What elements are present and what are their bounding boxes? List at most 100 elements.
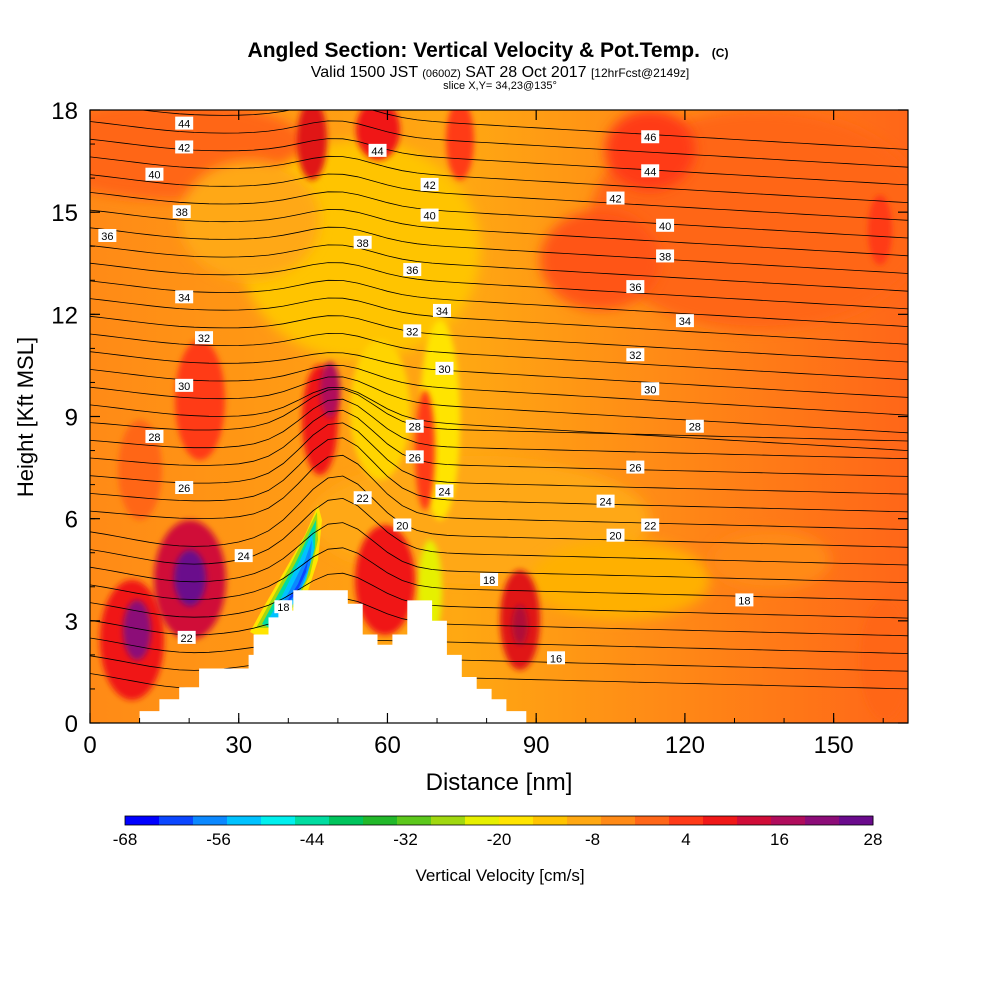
contour-label-text: 22	[181, 633, 193, 645]
contour-label-text: 28	[148, 432, 160, 444]
colorbar-tick-label: -68	[113, 830, 138, 849]
velocity-shade-4	[540, 210, 660, 310]
theta-contour-line	[90, 297, 908, 345]
y-tick-label: 12	[51, 302, 78, 329]
contour-label-text: 44	[371, 146, 383, 158]
contour-label-text: 38	[357, 238, 369, 250]
contour-label-text: 22	[644, 520, 656, 532]
contour-label: 22	[177, 630, 196, 645]
y-tick-label: 0	[65, 711, 78, 738]
contour-label-text: 32	[406, 326, 418, 338]
contour-label: 18	[735, 593, 754, 607]
contour-label: 28	[685, 419, 704, 434]
velocity-shade-3	[868, 195, 892, 265]
theta-contours	[90, 110, 908, 690]
x-tick-label: 60	[374, 732, 401, 759]
contour-label-text: 18	[738, 595, 750, 607]
x-axis-label: Distance [nm]	[426, 769, 573, 796]
theta-contour-line	[90, 120, 908, 168]
colorbar-swatch	[567, 816, 602, 825]
theta-contour-line	[90, 409, 908, 477]
theta-contour-line	[90, 475, 908, 548]
theta-contour-line	[90, 422, 908, 495]
title-unit: (C)	[712, 46, 729, 60]
colorbar-swatch	[159, 816, 194, 825]
contour-label-text: 24	[238, 551, 250, 563]
contour-label-text: 30	[644, 384, 656, 396]
contour-label: 34	[175, 290, 194, 304]
contour-label: 38	[172, 205, 191, 219]
contour-label: 36	[626, 280, 645, 294]
contour-label: 44	[368, 143, 387, 158]
contour-label: 24	[435, 484, 454, 498]
contour-label-text: 38	[176, 207, 188, 219]
contour-label-text: 16	[550, 653, 562, 665]
contour-label: 42	[420, 177, 439, 192]
contour-label: 34	[432, 303, 451, 318]
contour-label-text: 38	[659, 251, 671, 263]
theta-contour-line	[138, 110, 908, 150]
chart-title: Angled Section: Vertical Velocity & Pot.…	[248, 39, 729, 62]
y-tick-label: 9	[65, 405, 78, 432]
velocity-shade-26	[512, 605, 528, 645]
velocity-shade-6	[180, 160, 320, 280]
colorbar-tick-label: -56	[206, 830, 231, 849]
theta-contour-line	[90, 226, 908, 274]
contour-label-text: 20	[609, 531, 621, 543]
colorbar-swatch	[227, 816, 262, 825]
x-tick-label: 120	[665, 732, 705, 759]
contour-label: 40	[656, 218, 675, 233]
terrain-mask	[139, 590, 527, 723]
velocity-shade-10	[350, 340, 410, 480]
subtitle-zulu: (0600Z)	[422, 68, 461, 80]
velocity-shade-20	[175, 340, 225, 460]
colorbar: -68 -56 -44 -32 -20 -8 4 16 28	[113, 815, 882, 849]
colorbar-swatch	[601, 816, 636, 825]
subtitle-valid: Valid 1500 JST	[311, 64, 419, 81]
contour-label: 42	[175, 140, 194, 154]
contour-label-text: 40	[423, 211, 435, 223]
colorbar-swatch	[397, 816, 432, 825]
theta-contour-line	[90, 547, 908, 601]
theta-contour-line	[90, 376, 908, 434]
velocity-shade-2	[605, 110, 695, 190]
contour-label: 26	[175, 481, 194, 495]
contour-label: 24	[234, 549, 253, 563]
colorbar-tick-label: -20	[487, 830, 512, 849]
velocity-shade-15	[446, 110, 474, 180]
contour-label: 18	[480, 572, 499, 587]
contour-label: 36	[98, 229, 117, 243]
colorbar-swatch	[771, 816, 806, 825]
theta-contour-line	[90, 572, 908, 619]
contour-label-text: 28	[689, 422, 701, 434]
colorbar-swatch	[533, 816, 568, 825]
colorbar-swatch	[737, 816, 772, 825]
velocity-shade-14	[356, 110, 400, 160]
theta-contour-line	[90, 155, 908, 203]
contour-label: 18	[274, 600, 293, 614]
theta-contour-line	[90, 437, 908, 513]
y-tick-label: 18	[51, 98, 78, 125]
contour-label-text: 26	[629, 463, 641, 475]
theta-contour-line	[90, 244, 908, 292]
theta-contour-line	[90, 522, 908, 584]
colorbar-tick-label: -44	[300, 830, 325, 849]
theta-contour-line	[90, 173, 908, 221]
x-axis: 0 30 60 90 120 150	[83, 110, 884, 759]
contour-label-text: 18	[483, 575, 495, 587]
contour-label-text: 36	[406, 265, 418, 277]
contour-label-text: 34	[178, 292, 190, 304]
y-tick-label: 15	[51, 200, 78, 227]
downdraft-band-4	[276, 540, 312, 614]
x-tick-label: 150	[814, 732, 854, 759]
colorbar-tick-label: 16	[770, 830, 789, 849]
contour-label-text: 22	[357, 493, 369, 505]
contour-label: 26	[626, 460, 645, 475]
theta-contour-line	[90, 454, 908, 530]
theta-contour-line	[90, 386, 908, 451]
contour-label-text: 44	[178, 119, 190, 131]
theta-contour-line	[90, 279, 908, 327]
contour-label-text: 20	[396, 520, 408, 532]
contour-label: 20	[606, 528, 625, 543]
